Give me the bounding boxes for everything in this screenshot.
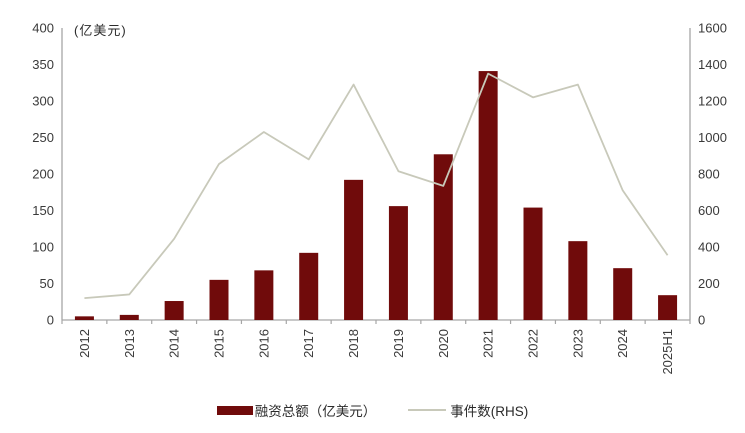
x-axis-label-2025H1: 2025H1 (660, 329, 675, 375)
left-axis-tick-label: 150 (32, 203, 54, 218)
bar-2019 (388, 206, 408, 320)
x-axis-label-2017: 2017 (301, 329, 316, 358)
bar-2017 (299, 252, 319, 320)
right-axis-tick-label: 0 (698, 313, 705, 328)
x-axis-label-2021: 2021 (481, 329, 496, 358)
x-axis-label-2014: 2014 (167, 329, 182, 358)
bar-2014 (164, 301, 184, 320)
legend-item-bar-series: 融资总额（亿美元） (216, 400, 377, 420)
line-series-swatch-icon (408, 409, 447, 411)
bar-2022 (523, 207, 543, 320)
bar-2024 (613, 268, 633, 320)
bar-2023 (568, 241, 588, 320)
right-axis-tick-label: 1200 (698, 94, 727, 109)
right-axis-tick-label: 400 (698, 240, 720, 255)
right-axis-tick-label: 1400 (698, 57, 727, 72)
x-axis-label-2012: 2012 (77, 329, 92, 358)
bar-2025H1 (658, 295, 678, 320)
right-axis-tick-label: 200 (698, 276, 720, 291)
bar-2016 (254, 270, 274, 320)
left-axis-tick-label: 0 (47, 313, 54, 328)
legend-label-line-series: 事件数(RHS) (450, 404, 529, 419)
left-axis-unit-label: (亿美元) (74, 23, 127, 38)
events-line-series (84, 72, 669, 299)
bar-2020 (433, 154, 453, 320)
x-axis-label-2015: 2015 (212, 329, 227, 358)
bar-2018 (344, 179, 364, 320)
right-axis-tick-label: 600 (698, 203, 720, 218)
left-axis-tick-label: 200 (32, 167, 54, 182)
x-axis-label-2022: 2022 (526, 329, 541, 358)
bar-2012 (74, 316, 94, 320)
x-axis-label-2020: 2020 (436, 329, 451, 358)
legend-item-line-series: 事件数(RHS) (408, 400, 528, 420)
right-axis-tick-label: 1000 (698, 130, 727, 145)
bar-series-swatch-icon (216, 405, 253, 415)
right-axis-tick-label: 800 (698, 167, 720, 182)
x-axis-label-2018: 2018 (346, 329, 361, 358)
bar-2021 (478, 71, 498, 320)
right-axis-tick-label: 1600 (698, 21, 727, 36)
x-axis-label-2023: 2023 (570, 329, 585, 358)
left-axis-tick-label: 400 (32, 21, 54, 36)
x-axis-label-2013: 2013 (122, 329, 137, 358)
x-axis-label-2019: 2019 (391, 329, 406, 358)
left-axis-tick-label: 300 (32, 94, 54, 109)
legend-label-bar-series: 融资总额（亿美元） (254, 404, 377, 419)
chart-legend: 融资总额（亿美元） 事件数(RHS) (0, 400, 745, 420)
left-axis-tick-label: 50 (40, 276, 54, 291)
left-axis-tick-label: 350 (32, 57, 54, 72)
bar-2015 (209, 279, 229, 320)
x-axis-label-2016: 2016 (256, 329, 271, 358)
bar-2013 (119, 314, 139, 320)
x-axis-label-2024: 2024 (615, 329, 630, 358)
left-axis-tick-label: 250 (32, 130, 54, 145)
left-axis-tick-label: 100 (32, 240, 54, 255)
